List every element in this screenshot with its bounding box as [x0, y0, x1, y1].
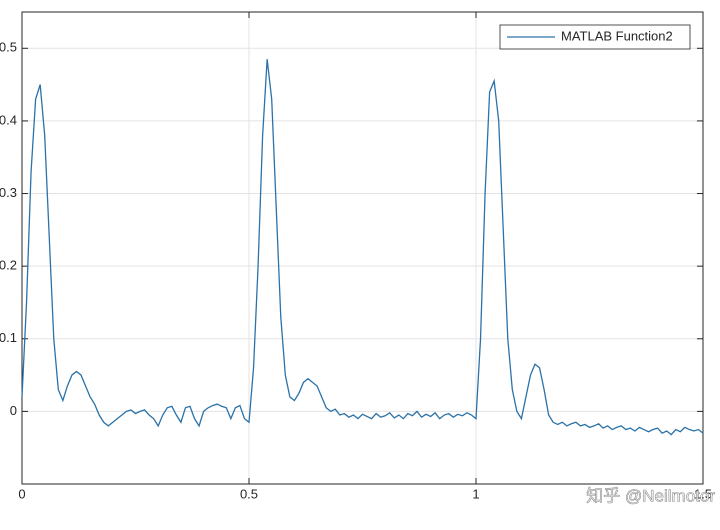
watermark: 知乎 @Neilmotor	[586, 486, 715, 505]
y-tick-label: 0.5	[0, 40, 17, 55]
x-tick-label: 1	[472, 486, 479, 501]
y-tick-label: 0.1	[0, 330, 17, 345]
y-tick-label: 0.4	[0, 112, 17, 127]
x-tick-label: 1.5	[694, 486, 712, 501]
x-tick-label: 0	[18, 486, 25, 501]
y-tick-label: 0.3	[0, 185, 17, 200]
data-line	[21, 59, 704, 436]
legend-label: MATLAB Function2	[561, 28, 673, 43]
y-tick-label: 0.2	[0, 258, 17, 273]
x-tick-label: 0.5	[240, 486, 258, 501]
y-tick-label: 0	[10, 403, 17, 418]
axes-box	[21, 11, 704, 485]
